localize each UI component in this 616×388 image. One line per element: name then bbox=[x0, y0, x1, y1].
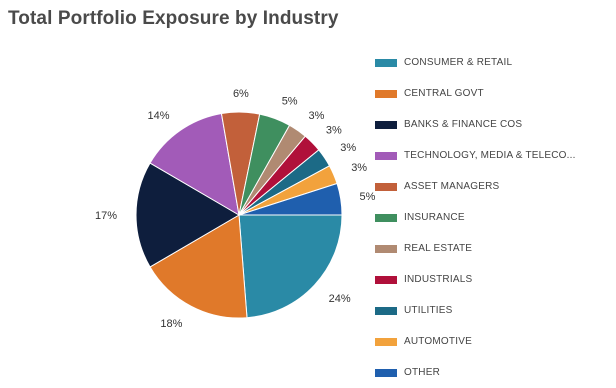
legend-swatch bbox=[375, 213, 397, 222]
pie-chart: 24%18%17%14%6%5%3%3%3%3%5% bbox=[95, 88, 376, 330]
slice-value-label: 3% bbox=[326, 124, 342, 136]
legend-item: ASSET MANAGERS bbox=[375, 171, 576, 202]
slice-value-label: 3% bbox=[340, 142, 356, 154]
legend-swatch bbox=[375, 244, 397, 253]
legend-swatch bbox=[375, 151, 397, 160]
legend-swatch bbox=[375, 275, 397, 284]
legend-item: CONSUMER & RETAIL bbox=[375, 47, 576, 78]
slice-value-label: 5% bbox=[360, 191, 376, 203]
slice-value-label: 18% bbox=[160, 318, 182, 330]
legend-label: CONSUMER & RETAIL bbox=[404, 57, 513, 68]
legend-item: INDUSTRIALS bbox=[375, 264, 576, 295]
legend-item: BANKS & FINANCE COS bbox=[375, 109, 576, 140]
legend-item: INSURANCE bbox=[375, 202, 576, 233]
chart-legend: CONSUMER & RETAIL CENTRAL GOVT BANKS & FIN… bbox=[375, 47, 576, 388]
slice-value-label: 24% bbox=[329, 293, 351, 305]
slice-value-label: 14% bbox=[147, 110, 169, 122]
legend-swatch bbox=[375, 120, 397, 129]
pie-slice bbox=[238, 214, 343, 319]
legend-label: UTILITIES bbox=[404, 305, 453, 316]
legend-label: INSURANCE bbox=[404, 212, 465, 223]
legend-swatch bbox=[375, 89, 397, 98]
legend-item: AUTOMOTIVE bbox=[375, 326, 576, 357]
legend-swatch bbox=[375, 368, 397, 377]
legend-item: OTHER bbox=[375, 357, 576, 388]
legend-label: CENTRAL GOVT bbox=[404, 88, 484, 99]
legend-label: AUTOMOTIVE bbox=[404, 336, 472, 347]
pie-slice bbox=[238, 182, 343, 216]
pie-slice bbox=[149, 214, 248, 319]
slice-value-label: 6% bbox=[233, 88, 249, 100]
legend-item: CENTRAL GOVT bbox=[375, 78, 576, 109]
pie-value-labels: 24%18%17%14%6%5%3%3%3%3%5% bbox=[95, 88, 376, 330]
pie-slices bbox=[135, 111, 343, 319]
legend-label: TECHNOLOGY, MEDIA & TELECO... bbox=[404, 150, 576, 161]
legend-label: BANKS & FINANCE COS bbox=[404, 119, 523, 130]
chart-title: Total Portfolio Exposure by Industry bbox=[8, 8, 339, 29]
slice-value-label: 5% bbox=[282, 96, 298, 108]
slice-value-label: 17% bbox=[95, 210, 117, 222]
legend-label: INDUSTRIALS bbox=[404, 274, 473, 285]
legend-swatch bbox=[375, 306, 397, 315]
slice-value-label: 3% bbox=[309, 110, 325, 122]
legend-swatch bbox=[375, 182, 397, 191]
pie-slice bbox=[135, 162, 240, 268]
legend-label: REAL ESTATE bbox=[404, 243, 473, 254]
legend-swatch bbox=[375, 58, 397, 67]
legend-item: TECHNOLOGY, MEDIA & TELECO... bbox=[375, 140, 576, 171]
legend-swatch bbox=[375, 337, 397, 346]
legend-label: OTHER bbox=[404, 367, 440, 378]
legend-item: REAL ESTATE bbox=[375, 233, 576, 264]
legend-item: UTILITIES bbox=[375, 295, 576, 326]
slice-value-label: 3% bbox=[351, 162, 367, 174]
pie-slice bbox=[149, 112, 240, 216]
legend-label: ASSET MANAGERS bbox=[404, 181, 500, 192]
